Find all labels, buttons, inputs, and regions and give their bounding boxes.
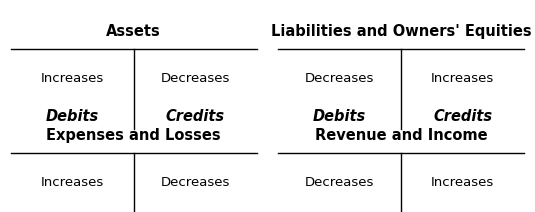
Text: Decreases: Decreases [160, 72, 230, 85]
Text: Revenue and Income: Revenue and Income [315, 128, 487, 143]
Text: Increases: Increases [41, 176, 104, 189]
Text: Debits: Debits [313, 109, 366, 124]
Text: Decreases: Decreases [305, 72, 374, 85]
Text: Credits: Credits [433, 109, 492, 124]
Text: Debits: Debits [45, 109, 99, 124]
Text: Credits: Credits [166, 109, 225, 124]
Text: Assets: Assets [106, 24, 161, 39]
Text: Liabilities and Owners' Equities: Liabilities and Owners' Equities [271, 24, 532, 39]
Text: Increases: Increases [431, 176, 494, 189]
Text: Increases: Increases [431, 72, 494, 85]
Text: Decreases: Decreases [160, 176, 230, 189]
Text: Expenses and Losses: Expenses and Losses [47, 128, 221, 143]
Text: Decreases: Decreases [305, 176, 374, 189]
Text: Increases: Increases [41, 72, 104, 85]
